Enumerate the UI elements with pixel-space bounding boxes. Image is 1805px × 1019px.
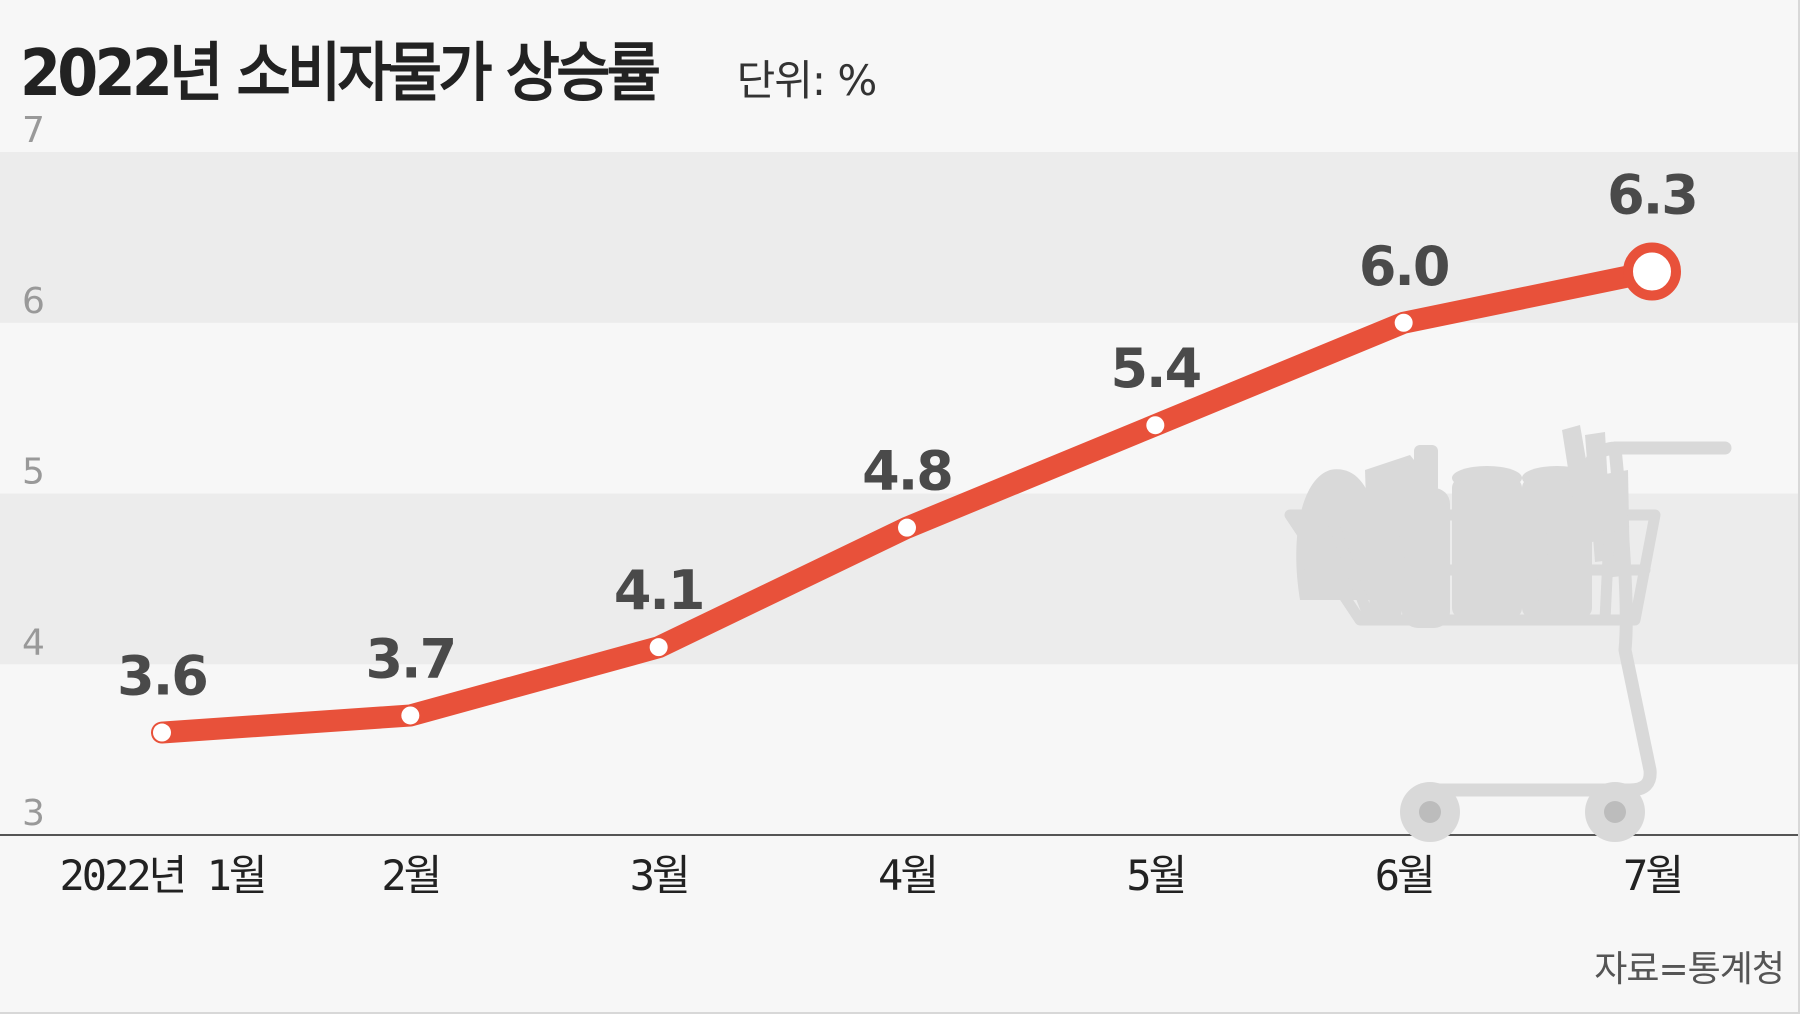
data-label: 6.0 [1359,235,1449,298]
data-point [898,518,916,537]
data-point [649,638,668,657]
title-row: 2022년 소비자물가 상승률 단위: % [20,22,878,112]
data-point-highlight [1623,242,1681,301]
shopping-cart-icon [1284,425,1732,842]
data-label: 3.6 [117,645,207,708]
x-tick-label: 3월 [630,851,688,900]
data-point [153,723,171,742]
data-label: 4.1 [614,559,704,622]
data-label: 4.8 [862,440,952,503]
data-label: 5.4 [1110,337,1200,400]
data-labels: 3.6 3.7 4.1 4.8 5.4 6.0 6.3 [117,164,1699,708]
cart-handle-icon [1418,441,1732,797]
y-tick-label: 6 [22,281,45,322]
data-point [1146,416,1165,435]
x-tick-label: 7월 [1623,851,1681,900]
x-tick-label: 2022년 1월 [60,851,265,900]
x-tick-label: 2월 [381,851,439,900]
x-tick-label: 5월 [1126,851,1184,900]
y-tick-label: 7 [22,110,45,151]
x-tick-label: 6월 [1375,851,1433,900]
data-label: 6.3 [1607,164,1697,227]
x-tick-label: 4월 [878,851,936,900]
data-point [1394,313,1413,332]
data-point [401,706,420,725]
y-tick-label: 5 [22,452,45,493]
x-axis-ticks: 2022년 1월 2월 3월 4월 5월 6월 7월 [60,851,1684,900]
data-label: 3.7 [365,627,455,690]
y-tick-label: 4 [22,622,45,663]
unit-label: 단위: % [736,56,878,105]
cart-basket-icon [1284,509,1661,626]
y-tick-label: 3 [22,793,45,834]
chart-title: 2022년 소비자물가 상승률 [20,37,661,111]
cart-wheel-hubs-icon [1419,801,1626,823]
y-axis-ticks: 3 4 5 6 7 [22,110,45,834]
data-points [153,242,1681,742]
source-credit: 자료=통계청 [1594,949,1785,990]
